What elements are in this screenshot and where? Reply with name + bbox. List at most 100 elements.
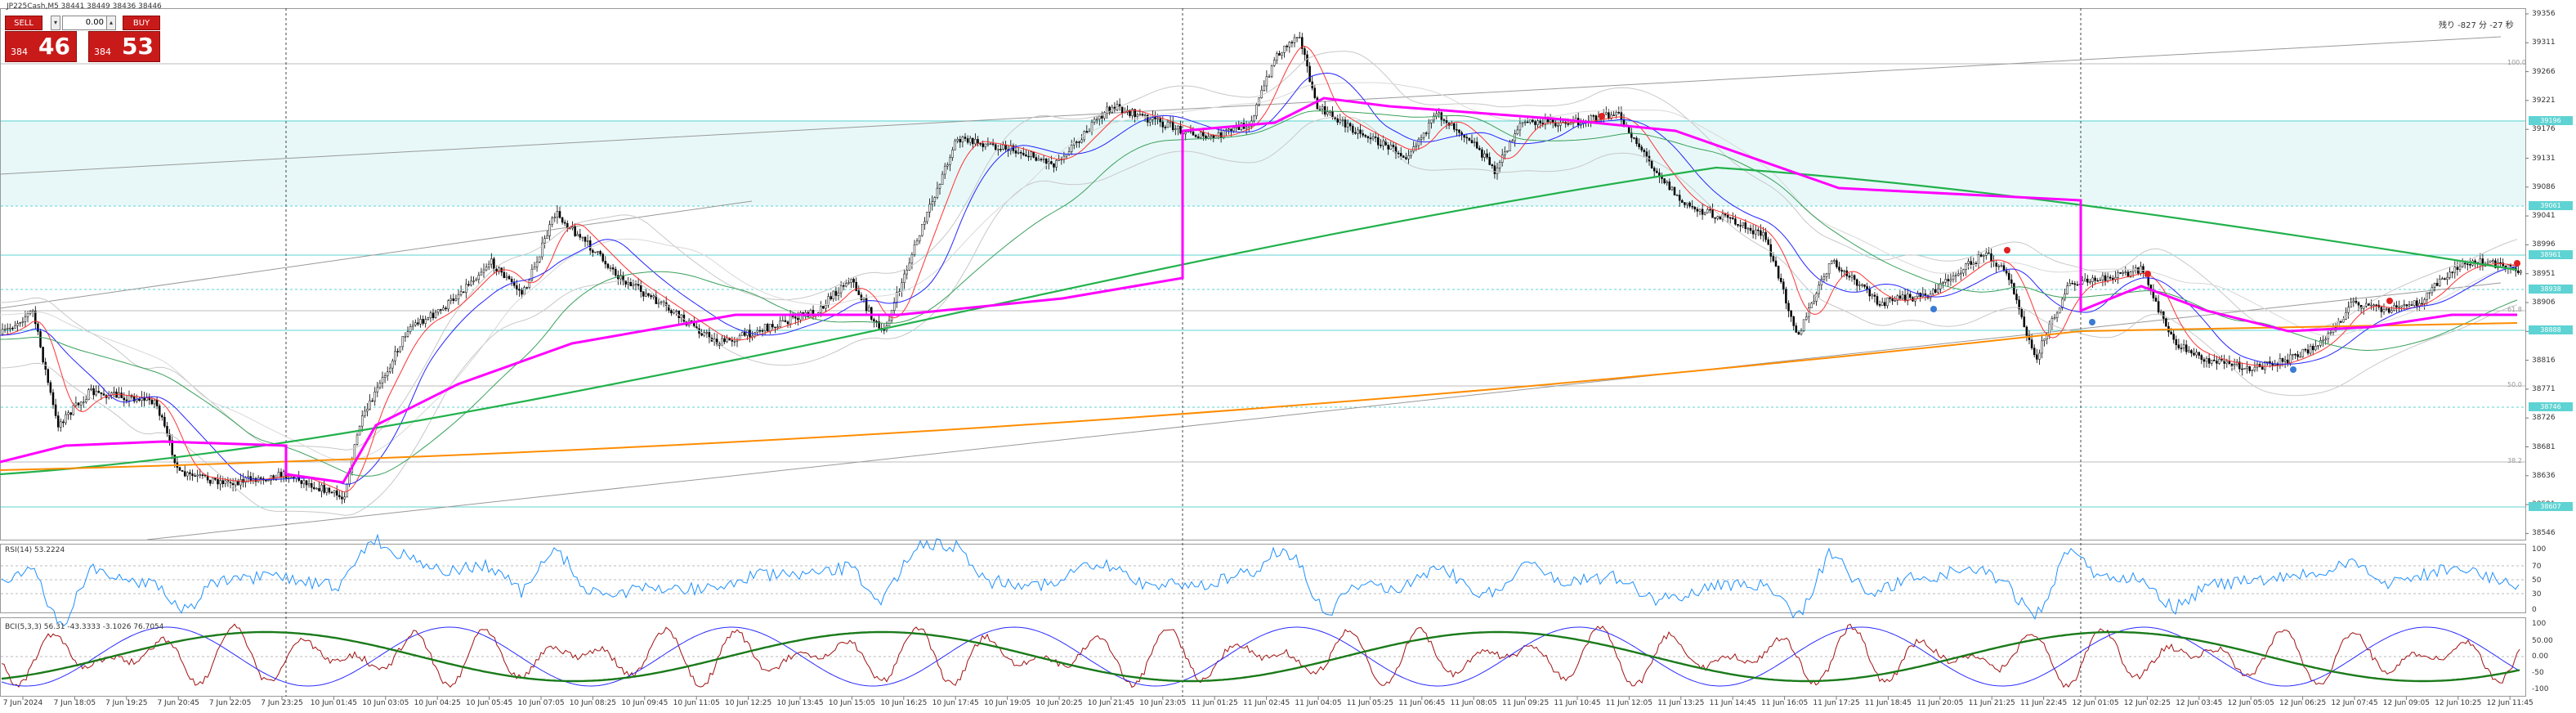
sell-button[interactable]: SELL xyxy=(5,16,42,30)
buy-button[interactable]: BUY xyxy=(123,16,160,30)
candle-body xyxy=(1645,151,1648,157)
lot-size-input[interactable]: 0.00 xyxy=(62,16,116,30)
price-level-tag[interactable]: 39061 xyxy=(2529,201,2573,210)
candle-body xyxy=(660,301,663,303)
stoch-green-line xyxy=(1,630,2520,683)
sell-price-prefix: 384 xyxy=(11,47,28,57)
candle-body xyxy=(579,234,582,238)
candle-body xyxy=(1438,112,1440,114)
candle-body xyxy=(1065,154,1068,157)
candle-body xyxy=(1002,144,1004,150)
candle-body xyxy=(1491,164,1494,166)
price-level-tag[interactable]: 38888 xyxy=(2529,325,2573,334)
candle-body xyxy=(1714,217,1716,219)
candle-body xyxy=(1493,165,1496,174)
candle-body xyxy=(1348,123,1352,127)
candle-body xyxy=(518,289,521,291)
lot-decrease-icon[interactable]: ▾ xyxy=(51,16,60,30)
candle-body xyxy=(2216,361,2218,364)
price-axis-label: 38996 xyxy=(2532,240,2556,249)
candle-body xyxy=(219,480,221,485)
candle-body xyxy=(449,298,452,301)
candle-body xyxy=(1210,135,1212,137)
sell-price-box[interactable]: 384 46 xyxy=(5,31,77,62)
price-level-tag[interactable]: 39196 xyxy=(2529,116,2573,125)
candle-body xyxy=(2375,304,2377,307)
candle-body xyxy=(1764,231,1767,240)
candle-body xyxy=(2086,278,2089,283)
candle-body xyxy=(2099,280,2102,281)
candle-body xyxy=(1288,42,1291,47)
candle-body xyxy=(1475,141,1478,149)
candle-body xyxy=(1120,106,1124,114)
candle-body xyxy=(2350,302,2352,307)
candle-body xyxy=(470,280,472,286)
candle-body xyxy=(310,482,313,488)
candle-body xyxy=(2253,366,2256,370)
candle-body xyxy=(1668,182,1671,191)
candle-body xyxy=(6,328,9,330)
candle-body xyxy=(1326,111,1329,115)
candle-body xyxy=(19,322,21,324)
candle-body xyxy=(1470,140,1474,144)
candle-body xyxy=(2301,348,2305,357)
candle-body xyxy=(910,254,914,264)
lot-increase-icon[interactable]: ▴ xyxy=(106,16,116,30)
candle-body xyxy=(333,490,336,494)
candle-body xyxy=(675,310,678,312)
candle-body xyxy=(1453,123,1456,130)
candle-body xyxy=(1719,216,1722,220)
candle-body xyxy=(1019,152,1022,154)
candle-body xyxy=(574,226,576,236)
price-level-tag[interactable]: 38961 xyxy=(2529,250,2573,259)
candle-body xyxy=(2051,318,2054,325)
candle-body xyxy=(2502,262,2504,267)
candle-body xyxy=(419,319,422,325)
candle-body xyxy=(2340,321,2342,323)
rsi-axis-label: 30 xyxy=(2532,590,2542,599)
candle-body xyxy=(1131,109,1134,116)
candle-body xyxy=(60,421,62,428)
candle-body xyxy=(1402,155,1405,158)
candle-body xyxy=(1686,202,1688,205)
candle-body xyxy=(356,434,359,445)
candle-body xyxy=(1909,294,1912,298)
candle-body xyxy=(553,217,557,218)
candle-body xyxy=(1836,260,1838,267)
time-axis-label: 7 Jun 19:25 xyxy=(105,699,148,707)
candle-body xyxy=(533,266,536,270)
candle-body xyxy=(270,475,272,481)
candle-body xyxy=(77,402,80,406)
candle-body xyxy=(1724,213,1727,216)
candle-body xyxy=(1323,105,1326,115)
candle-body xyxy=(769,324,771,332)
price-level-tag[interactable]: 38746 xyxy=(2529,402,2573,411)
candle-body xyxy=(2466,263,2469,265)
buy-price-box[interactable]: 384 53 xyxy=(88,31,160,62)
candle-body xyxy=(422,319,424,324)
candle-body xyxy=(1906,294,1909,302)
candle-body xyxy=(637,284,640,286)
candle-body xyxy=(2213,359,2216,361)
candle-body xyxy=(2463,262,2466,265)
candle-body xyxy=(2154,298,2158,302)
candle-body xyxy=(530,268,534,280)
candle-body xyxy=(318,487,320,491)
candle-body xyxy=(2264,361,2266,370)
candle-body xyxy=(906,270,908,275)
candle-body xyxy=(2182,344,2185,349)
candle-body xyxy=(820,306,822,313)
candle-body xyxy=(1377,137,1380,146)
candle-body xyxy=(1772,256,1775,262)
price-level-tag[interactable]: 38607 xyxy=(2529,502,2573,511)
candle-body xyxy=(495,268,498,272)
candle-body xyxy=(323,484,325,493)
price-level-tag[interactable]: 38938 xyxy=(2529,285,2573,294)
signal-dot xyxy=(2089,319,2095,325)
candle-body xyxy=(411,325,414,327)
candle-body xyxy=(1456,129,1458,131)
candle-body xyxy=(383,375,387,378)
candle-body xyxy=(1245,127,1248,129)
candle-body xyxy=(2299,356,2301,358)
